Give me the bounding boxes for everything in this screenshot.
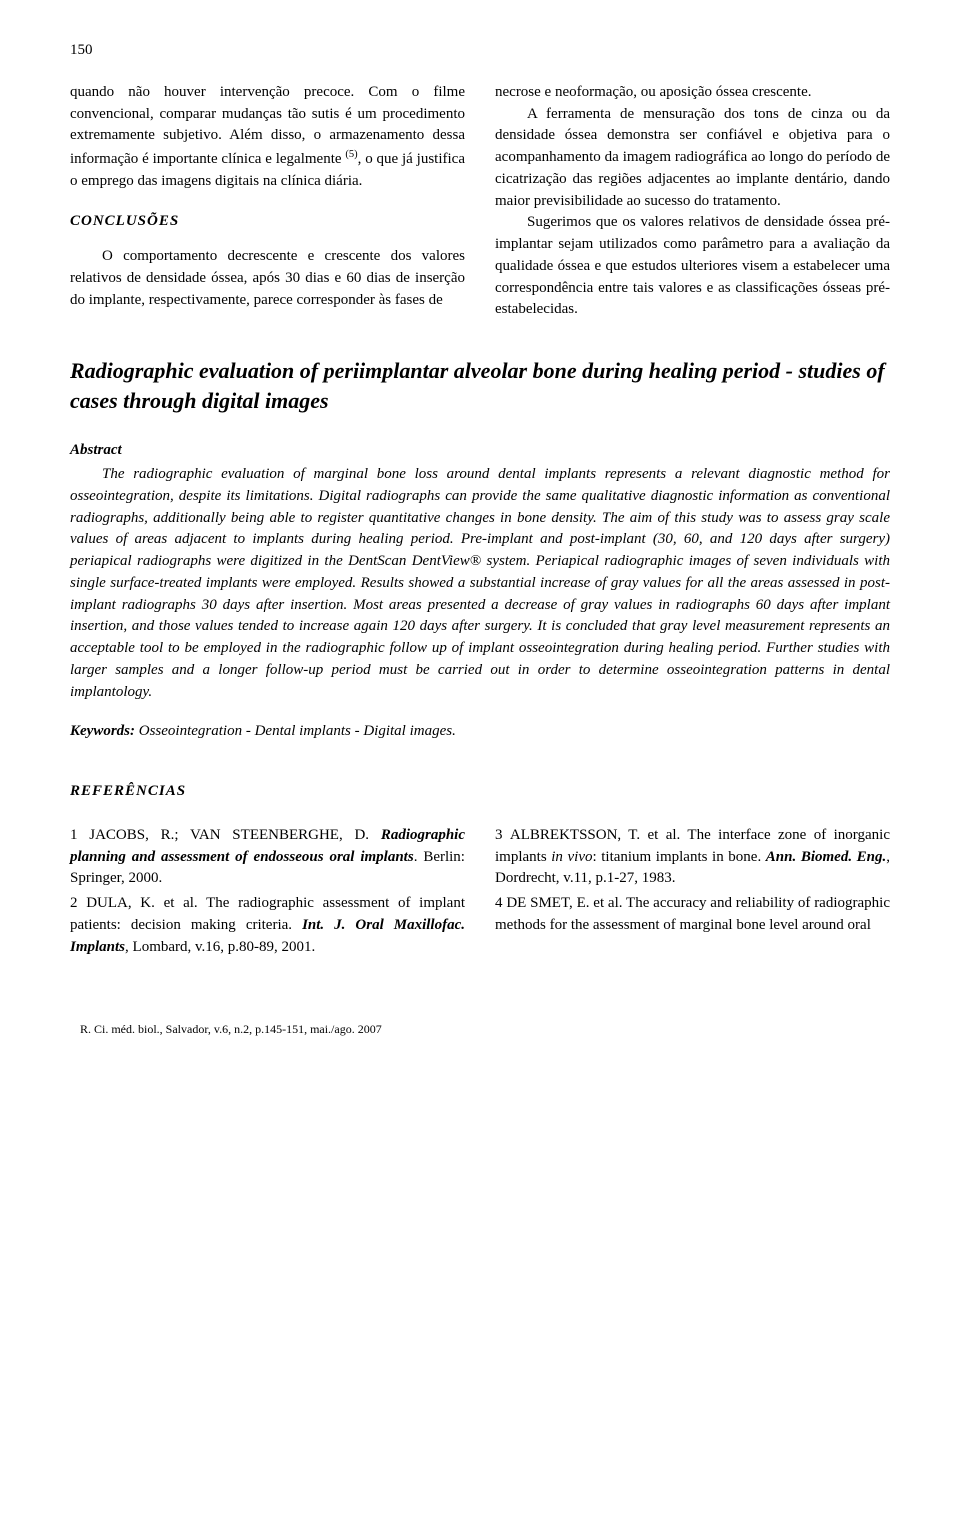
right-column: necrose e neoformação, ou aposição óssea… bbox=[495, 82, 890, 321]
left-paragraph-1: quando não houver intervenção precoce. C… bbox=[70, 82, 465, 193]
reference-4: 4 DE SMET, E. et al. The accuracy and re… bbox=[495, 893, 890, 937]
abstract-label: Abstract bbox=[70, 440, 890, 462]
citation-5: (5) bbox=[345, 149, 357, 160]
right-paragraph-3: Sugerimos que os valores relativos de de… bbox=[495, 212, 890, 321]
keywords-text: Osseointegration - Dental implants - Dig… bbox=[135, 723, 456, 739]
english-title: Radiographic evaluation of periimplantar… bbox=[70, 356, 890, 415]
keywords: Keywords: Osseointegration - Dental impl… bbox=[70, 721, 890, 743]
right-paragraph-2: A ferramenta de mensuração dos tons de c… bbox=[495, 104, 890, 213]
top-columns: quando não houver intervenção precoce. C… bbox=[70, 82, 890, 321]
conclusions-heading: CONCLUSÕES bbox=[70, 211, 465, 233]
left-paragraph-2: O comportamento decrescente e crescente … bbox=[70, 246, 465, 311]
references-left: 1 JACOBS, R.; VAN STEENBERGHE, D. Radiog… bbox=[70, 825, 465, 962]
reference-1: 1 JACOBS, R.; VAN STEENBERGHE, D. Radiog… bbox=[70, 825, 465, 890]
abstract-body: The radiographic evaluation of marginal … bbox=[70, 464, 890, 703]
page-number: 150 bbox=[70, 40, 890, 62]
keywords-label: Keywords: bbox=[70, 723, 135, 739]
reference-3: 3 ALBREKTSSON, T. et al. The interface z… bbox=[495, 825, 890, 890]
references-columns: 1 JACOBS, R.; VAN STEENBERGHE, D. Radiog… bbox=[70, 825, 890, 962]
left-column: quando não houver intervenção precoce. C… bbox=[70, 82, 465, 321]
reference-2: 2 DULA, K. et al. The radiographic asses… bbox=[70, 893, 465, 958]
references-heading: REFERÊNCIAS bbox=[70, 781, 890, 803]
references-right: 3 ALBREKTSSON, T. et al. The interface z… bbox=[495, 825, 890, 962]
right-paragraph-1: necrose e neoformação, ou aposição óssea… bbox=[495, 82, 890, 104]
footer-citation: R. Ci. méd. biol., Salvador, v.6, n.2, p… bbox=[70, 1021, 890, 1038]
